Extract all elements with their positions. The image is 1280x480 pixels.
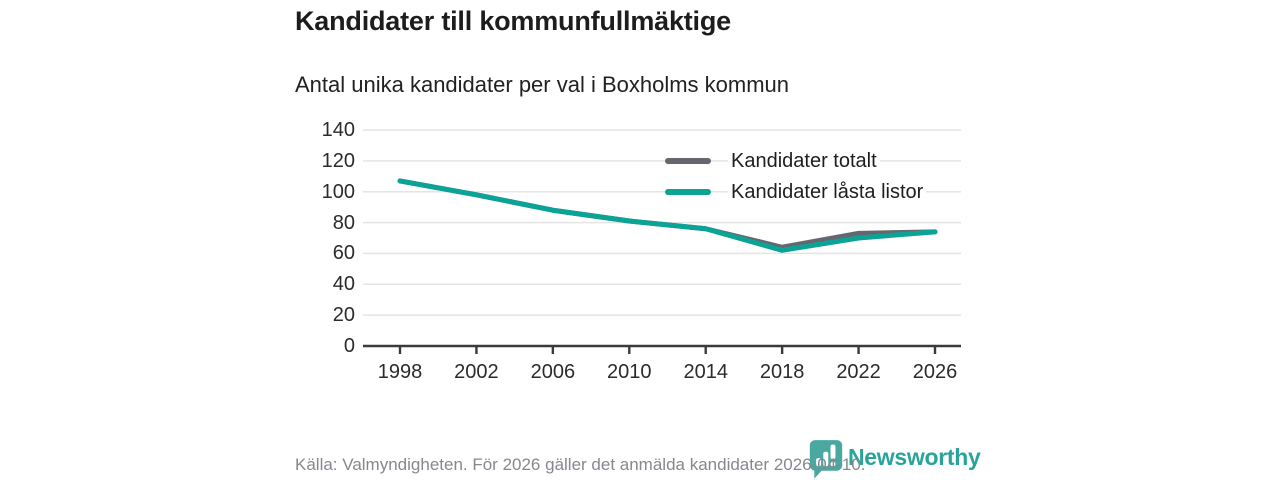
- x-axis-label: 2014: [683, 361, 728, 383]
- x-axis-label: 2002: [454, 361, 499, 383]
- legend-item-total: Kandidater totalt: [665, 148, 926, 174]
- legend-item-locked-lists: Kandidater låsta listor: [665, 179, 927, 205]
- y-axis-label: 100: [321, 180, 355, 203]
- series-line-1: [397, 178, 938, 253]
- y-axis-label: 20: [332, 304, 355, 327]
- newsworthy-icon: [809, 440, 843, 479]
- newsworthy-wordmark: Newsworthy: [848, 444, 981, 470]
- y-axis-label: 120: [321, 149, 355, 172]
- x-axis-label: 2006: [530, 361, 576, 383]
- chart-subtitle: Antal unika kandidater per val i Boxholm…: [295, 72, 790, 97]
- y-axis-label: 80: [332, 211, 355, 234]
- legend-swatch-total: [665, 158, 711, 164]
- x-axis-label: 2026: [912, 361, 958, 383]
- x-axis-label: 2018: [759, 361, 805, 383]
- x-axis-label: 1998: [377, 361, 423, 383]
- y-axis-label: 140: [321, 119, 355, 141]
- chart-legend: Kandidater totalt Kandidater låsta listo…: [665, 148, 927, 210]
- source-note: Källa: Valmyndigheten. För 2026 gäller d…: [295, 455, 866, 474]
- legend-label-total: Kandidater totalt: [728, 149, 880, 173]
- y-axis-label: 40: [332, 273, 355, 296]
- legend-swatch-locked-lists: [665, 189, 711, 195]
- x-axis-label: 2022: [836, 361, 881, 383]
- y-axis-label: 60: [332, 242, 355, 265]
- legend-label-locked-lists: Kandidater låsta listor: [728, 180, 927, 204]
- chart-title: Kandidater till kommunfullmäktige: [295, 6, 731, 36]
- newsworthy-logo: Newsworthy: [808, 438, 981, 480]
- y-axis-label: 0: [343, 335, 355, 357]
- x-axis-label: 2010: [607, 361, 652, 383]
